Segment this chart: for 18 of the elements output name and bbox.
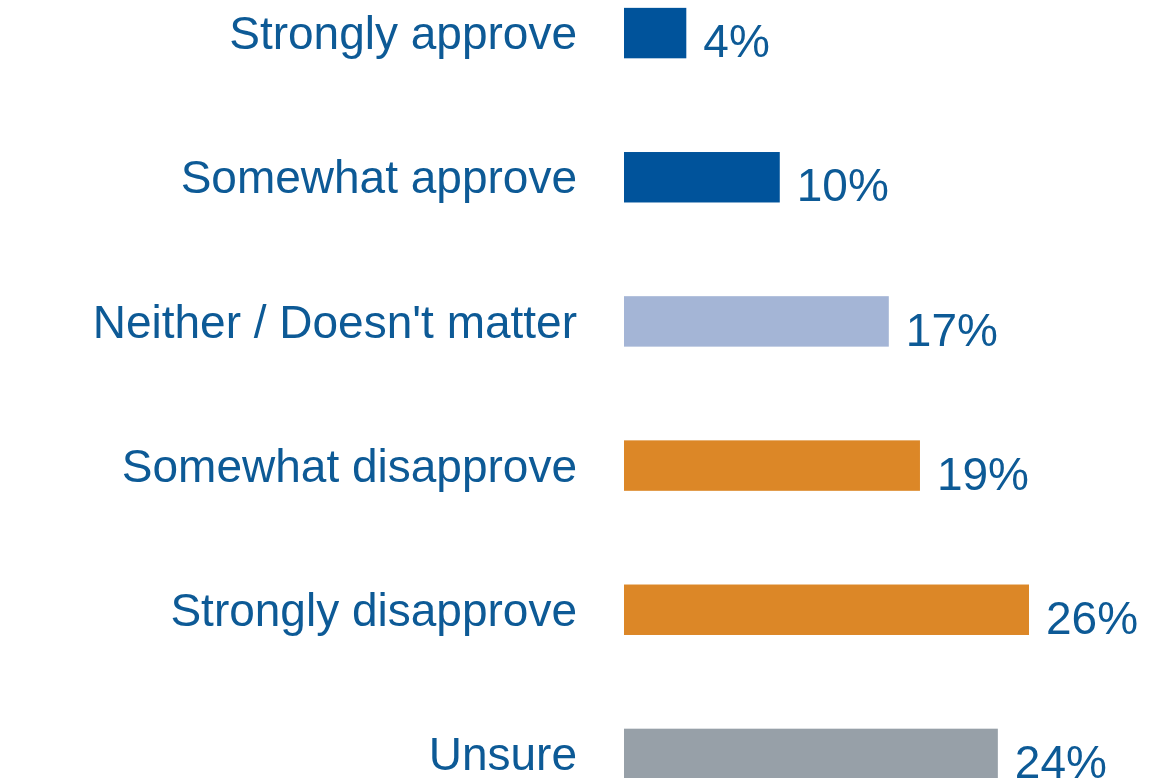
y-tick-label: Somewhat approve (180, 151, 577, 204)
y-tick-label: Strongly approve (229, 7, 577, 60)
data-label: 4% (703, 15, 770, 68)
bar (624, 296, 889, 347)
y-tick-label: Somewhat disapprove (121, 439, 577, 492)
y-tick-label: Strongly disapprove (170, 583, 577, 636)
data-label: 19% (936, 447, 1030, 500)
bar (624, 440, 920, 491)
bar (624, 584, 1029, 635)
y-tick-label: Neither / Doesn't matter (92, 295, 577, 348)
bar (624, 728, 998, 778)
y-tick-label: Unsure (428, 728, 577, 778)
data-label: 10% (796, 159, 889, 212)
data-label: 17% (905, 303, 998, 356)
bar (624, 7, 687, 59)
data-label: 24% (1014, 736, 1107, 778)
bar (624, 152, 780, 203)
data-label: 26% (1046, 591, 1139, 644)
